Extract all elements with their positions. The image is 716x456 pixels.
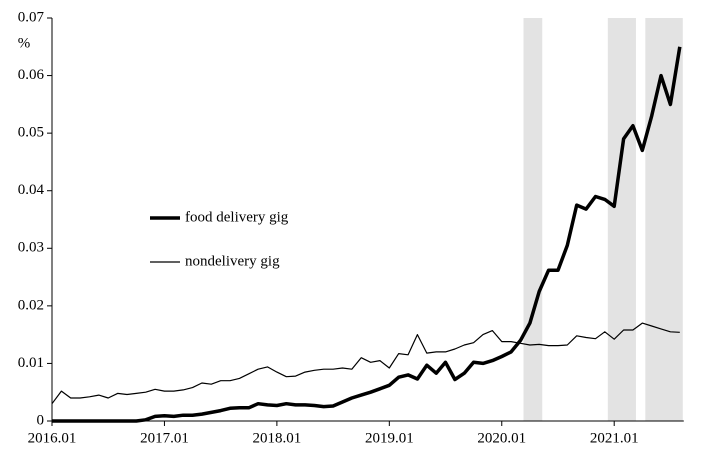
y-tick-label: 0.01	[18, 355, 44, 371]
shaded-period	[645, 18, 683, 421]
shaded-period	[607, 18, 636, 421]
y-tick-label: 0.07	[18, 9, 45, 25]
y-tick-label: 0.05	[18, 125, 44, 141]
x-tick-label: 2017.01	[140, 430, 189, 446]
x-tick-label: 2016.01	[28, 430, 77, 446]
y-tick-label: 0.04	[18, 182, 45, 198]
x-tick-label: 2019.01	[365, 430, 414, 446]
series-line	[52, 46, 682, 423]
y-tick-label: 0.03	[18, 240, 44, 256]
series-line	[51, 322, 680, 405]
legend-label: nondelivery gig	[185, 253, 280, 269]
x-tick-label: 2020.01	[477, 430, 526, 446]
x-tick-label: 2018.01	[253, 430, 302, 446]
x-tick-label: 2021.01	[590, 430, 639, 446]
legend-label: food delivery gig	[185, 209, 289, 225]
shaded-period	[523, 18, 543, 421]
y-tick-label: 0.02	[18, 297, 44, 313]
y-tick-label: 0.06	[18, 67, 45, 83]
y-axis-label: %	[18, 35, 31, 51]
y-tick-label: 0	[37, 412, 45, 428]
